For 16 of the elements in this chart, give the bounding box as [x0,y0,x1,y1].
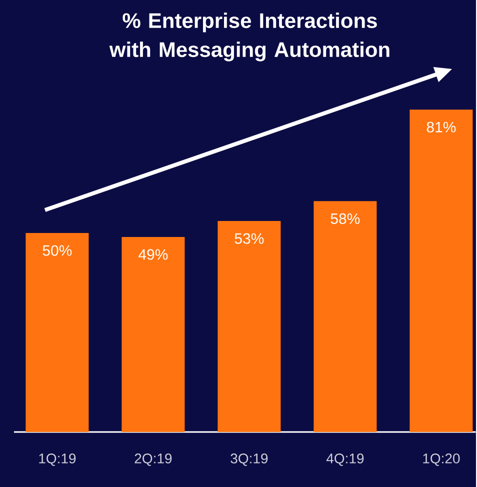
bar [410,110,473,432]
x-tick-label: 3Q:19 [230,454,268,466]
bar [26,233,89,432]
bar [218,221,281,432]
x-tick-label: 1Q:20 [423,454,460,466]
bar [314,201,377,432]
chart-title: % Enterprise Interactions with Messaging Automation [110,12,390,62]
data-label: 58% [331,213,360,224]
data-label: 53% [235,233,264,244]
bar [122,236,185,432]
data-label: 81% [427,122,456,132]
data-label: 49% [138,249,168,260]
x-tick-label: 1Q:19 [39,454,76,466]
data-label: 50% [43,245,72,256]
x-tick-label: 4Q:19 [326,454,364,466]
x-tick-label: 2Q:19 [135,454,172,466]
